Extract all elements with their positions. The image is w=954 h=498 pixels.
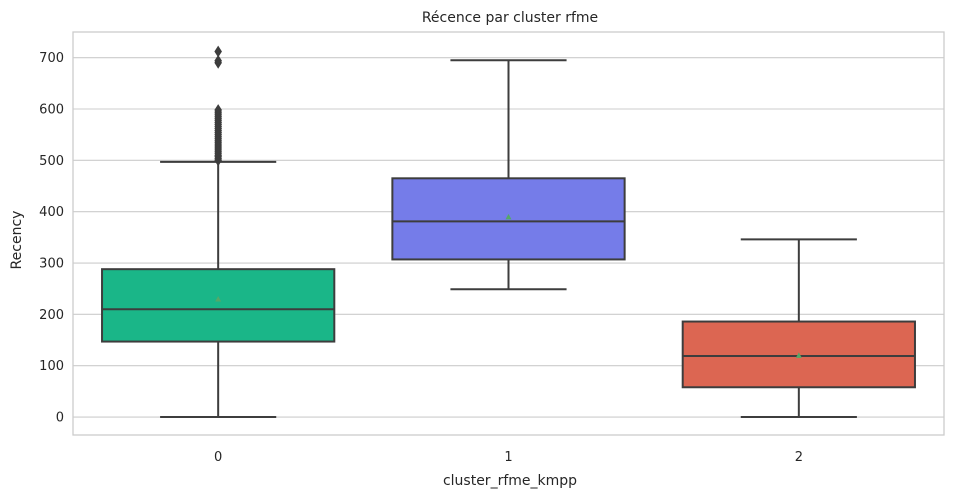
box-group-2 [681, 238, 916, 419]
box-iqr [101, 268, 336, 343]
box-group-0 [101, 45, 336, 419]
y-axis-label: Recency [9, 211, 25, 270]
y-tick-label-600: 600 [39, 103, 64, 118]
x-tick-label-2: 2 [795, 450, 803, 465]
mean-marker [505, 213, 512, 220]
y-tick-label-0: 0 [56, 411, 64, 426]
boxes [101, 45, 916, 419]
outlier-point [214, 104, 222, 116]
x-tick-label-0: 0 [214, 450, 222, 465]
x-tick-labels: 0 1 2 [214, 450, 803, 465]
y-tick-label-300: 300 [39, 257, 64, 272]
x-tick-label-1: 1 [504, 450, 512, 465]
y-tick-label-200: 200 [39, 308, 64, 323]
outlier-point [214, 54, 222, 67]
y-tick-labels: 0 100 200 300 400 500 600 700 [39, 51, 64, 425]
y-tick-label-500: 500 [39, 154, 64, 169]
y-tick-label-700: 700 [39, 51, 64, 66]
mean-marker [215, 295, 222, 302]
y-tick-label-400: 400 [39, 205, 64, 220]
chart-title: Récence par cluster rfme [422, 10, 598, 26]
outlier-point [214, 45, 222, 58]
plot-frame [72, 31, 945, 436]
y-tick-label-100: 100 [39, 359, 64, 374]
x-axis-label: cluster_rfme_kmpp [443, 473, 577, 489]
mean-marker [795, 352, 802, 358]
box-group-1 [391, 59, 626, 291]
